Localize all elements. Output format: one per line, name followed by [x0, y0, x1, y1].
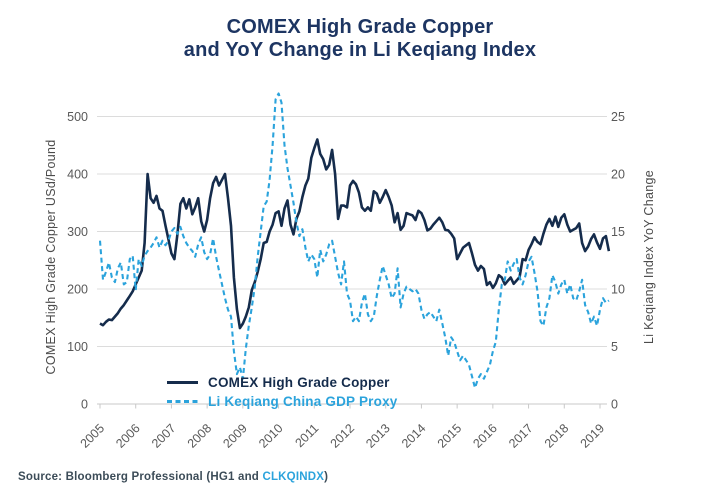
right-axis-tick-label: 15 [611, 225, 625, 239]
source-ticker-link[interactable]: CLKQINDX [262, 471, 325, 483]
x-axis-tick-label: 2006 [113, 421, 143, 451]
legend-item-keqiang: Li Keqiang China GDP Proxy [167, 392, 398, 411]
x-axis-tick-label: 2007 [149, 421, 179, 451]
x-axis-tick-label: 2008 [185, 421, 215, 451]
chart-title-line1: COMEX High Grade Copper [226, 16, 494, 38]
source-note: Source: Bloomberg Professional (HG1 and … [18, 471, 328, 483]
legend-item-copper: COMEX High Grade Copper [167, 373, 398, 392]
right-axis-tick-label: 5 [611, 340, 618, 354]
x-axis-tick-label: 2014 [399, 421, 429, 451]
legend-label-keqiang: Li Keqiang China GDP Proxy [208, 394, 398, 409]
x-axis-tick-label: 2019 [578, 421, 608, 451]
x-axis-tick-label: 2011 [292, 421, 321, 450]
copper-line-swatch [167, 381, 198, 384]
right-axis-tick-label: 20 [611, 168, 625, 182]
x-axis-tick-label: 2017 [506, 421, 536, 451]
x-axis-tick-label: 2018 [542, 421, 572, 451]
source-text-suffix: ) [324, 471, 329, 483]
right-axis-tick-label: 0 [611, 398, 618, 412]
x-axis-tick-label: 2016 [470, 421, 500, 451]
x-axis-tick-label: 2009 [220, 421, 250, 451]
source-text: Source: Bloomberg Professional (HG1 and [18, 471, 263, 483]
left-axis-tick-label: 0 [81, 398, 88, 412]
x-axis-tick-label: 2005 [78, 421, 108, 451]
x-axis-tick-label: 2013 [363, 421, 393, 451]
left-axis-title: COMEX High Grade Copper USd/Pound [44, 139, 58, 375]
keqiang-series-line [98, 92, 610, 389]
left-axis-tick-label: 200 [67, 283, 88, 297]
chart-title: COMEX High Grade Copper and YoY Change i… [0, 16, 720, 62]
left-axis-tick-label: 500 [67, 110, 88, 124]
chart-title-line2: and YoY Change in Li Keqiang Index [183, 39, 537, 61]
copper-series-line [99, 138, 611, 330]
right-axis-tick-label: 10 [611, 283, 625, 297]
chart-legend: COMEX High Grade Copper Li Keqiang China… [167, 373, 398, 411]
x-axis-tick-label: 2010 [256, 421, 286, 451]
x-axis-tick-label: 2015 [435, 421, 465, 451]
right-axis-title: Li Keqiang Index YoY Change [642, 170, 656, 344]
legend-label-copper: COMEX High Grade Copper [208, 375, 390, 390]
keqiang-line-swatch [167, 400, 198, 403]
left-axis-tick-label: 300 [67, 225, 88, 239]
right-axis-tick-label: 25 [611, 110, 625, 124]
x-axis-tick-label: 2012 [328, 421, 358, 451]
left-axis-tick-label: 100 [67, 340, 88, 354]
left-axis-tick-label: 400 [67, 168, 88, 182]
